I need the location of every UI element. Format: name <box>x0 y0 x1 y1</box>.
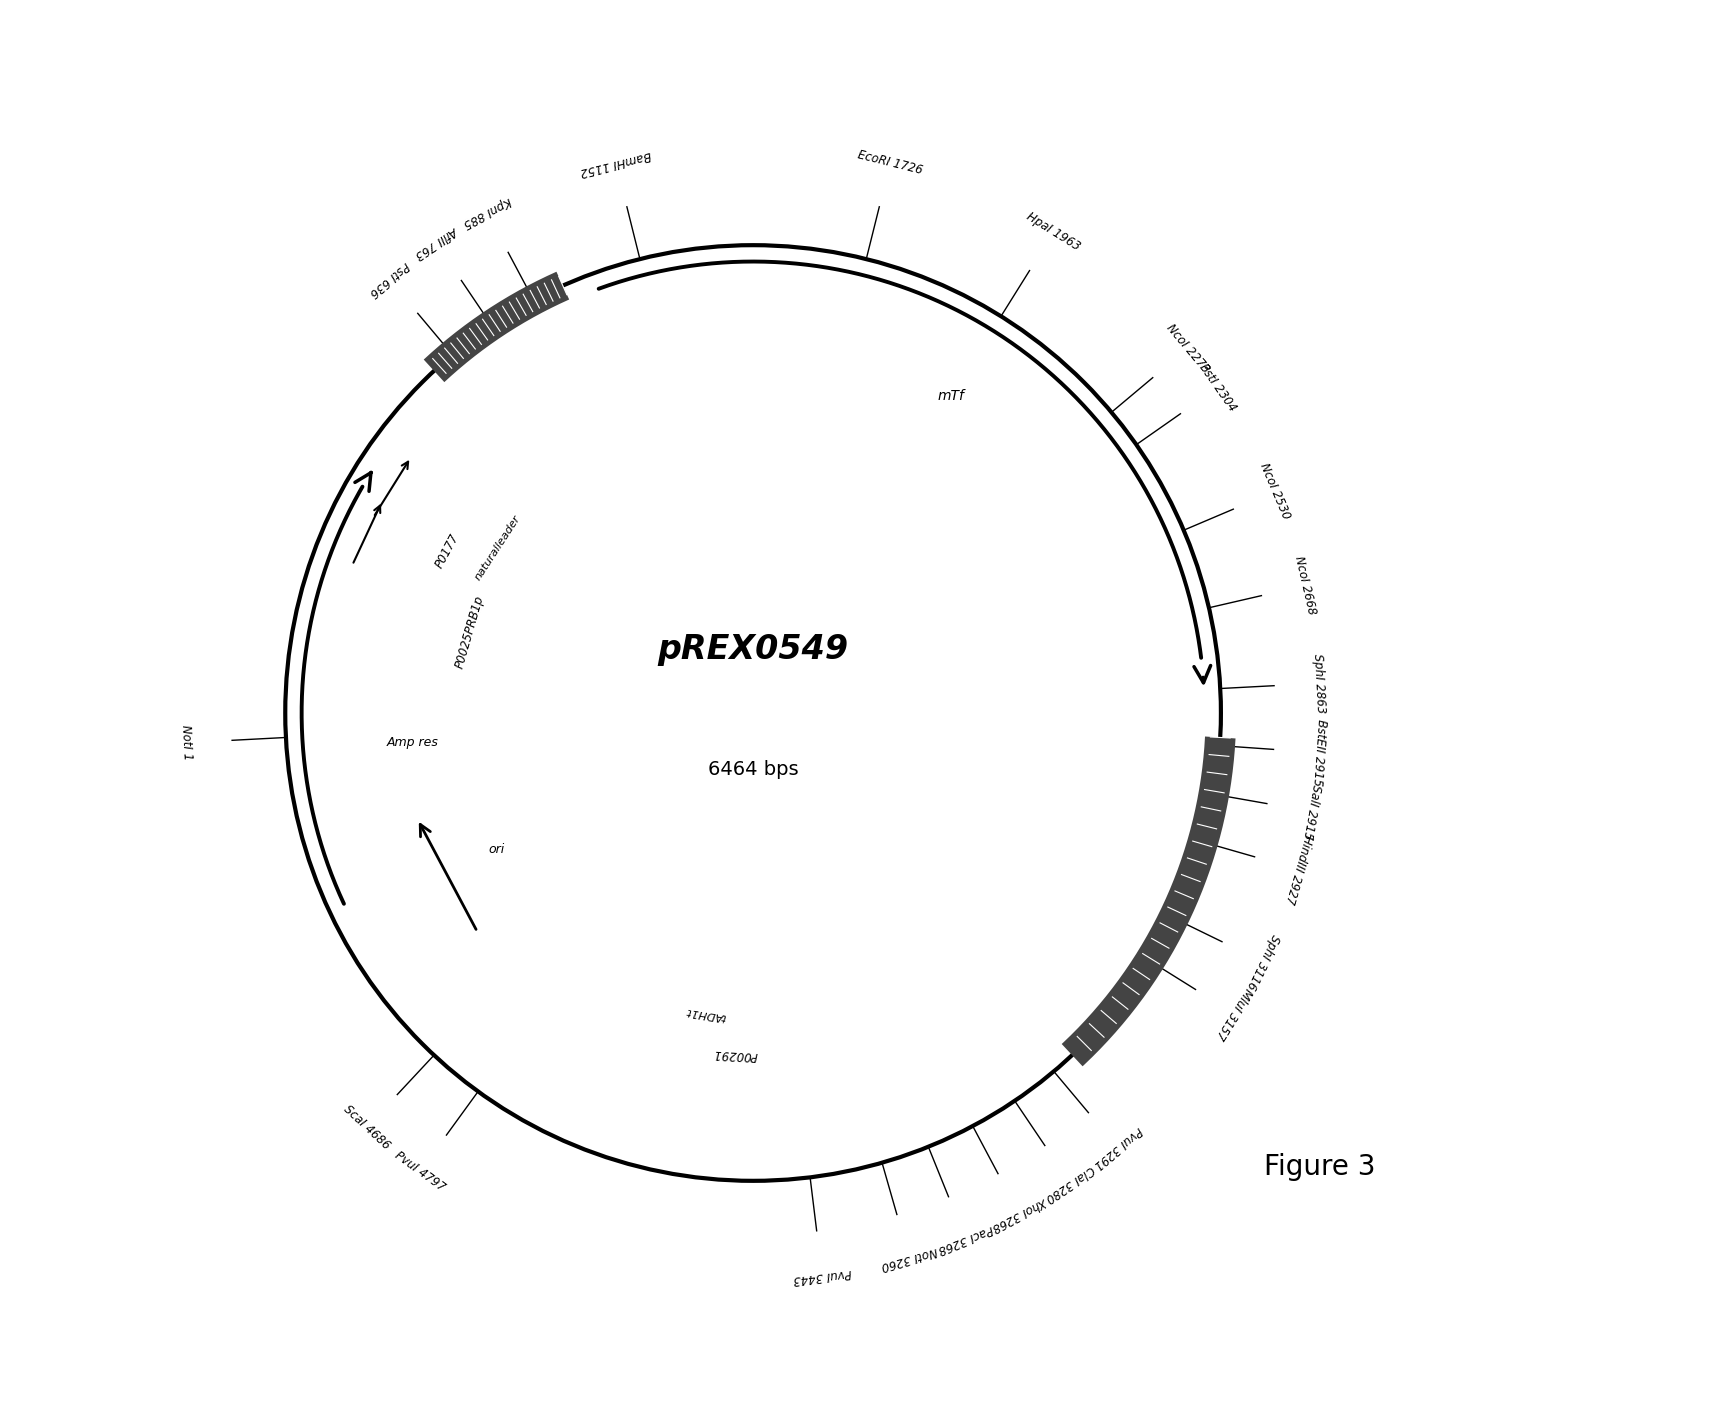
Text: tADH1t: tADH1t <box>684 1005 726 1021</box>
Text: MluI 3157: MluI 3157 <box>1212 985 1254 1041</box>
Text: AflII 763: AflII 763 <box>412 224 459 262</box>
Text: HindIII 2927: HindIII 2927 <box>1282 833 1313 906</box>
Text: KpnI 885: KpnI 885 <box>461 194 513 231</box>
Text: SphI 2863: SphI 2863 <box>1311 653 1327 713</box>
Text: PstI 636: PstI 636 <box>365 258 410 299</box>
Text: 6464 bps: 6464 bps <box>707 760 798 779</box>
Text: PacI 3268: PacI 3268 <box>935 1222 994 1256</box>
Text: P0025PRB1p: P0025PRB1p <box>452 593 487 670</box>
Text: NotI 1: NotI 1 <box>180 724 194 760</box>
Text: ScaI 4686: ScaI 4686 <box>339 1104 391 1152</box>
Text: Amp res: Amp res <box>386 736 438 749</box>
Text: SphI 3116: SphI 3116 <box>1244 931 1282 991</box>
Text: ori: ori <box>488 843 504 856</box>
Text: SalI 2915: SalI 2915 <box>1299 783 1322 840</box>
Text: Figure 3: Figure 3 <box>1264 1152 1375 1181</box>
Text: PvuI 3291: PvuI 3291 <box>1089 1124 1143 1171</box>
Text: pREX0549: pREX0549 <box>656 633 849 666</box>
Text: PvuI 4797: PvuI 4797 <box>391 1149 447 1195</box>
Text: HpaI 1963: HpaI 1963 <box>1024 211 1082 254</box>
Text: XhoI 3268: XhoI 3268 <box>989 1194 1048 1233</box>
Text: PvuI 3443: PvuI 3443 <box>792 1266 852 1286</box>
Text: NcoI 2668: NcoI 2668 <box>1292 555 1318 616</box>
Text: P0177: P0177 <box>433 530 462 570</box>
Text: mTf: mTf <box>937 389 965 402</box>
Text: BstEII 2915: BstEII 2915 <box>1309 719 1327 786</box>
Text: ClaI 3280: ClaI 3280 <box>1043 1162 1096 1204</box>
Text: NcoI 2273: NcoI 2273 <box>1162 321 1211 375</box>
Text: BamHI 1152: BamHI 1152 <box>578 148 653 178</box>
Text: P00291: P00291 <box>712 1047 757 1062</box>
Text: naturalleader: naturalleader <box>473 513 523 582</box>
Text: PstI 2304: PstI 2304 <box>1195 361 1238 414</box>
Text: NcoI 2530: NcoI 2530 <box>1257 462 1292 522</box>
Text: NotI 3260: NotI 3260 <box>880 1243 939 1272</box>
Text: EcoRI 1726: EcoRI 1726 <box>856 148 923 177</box>
